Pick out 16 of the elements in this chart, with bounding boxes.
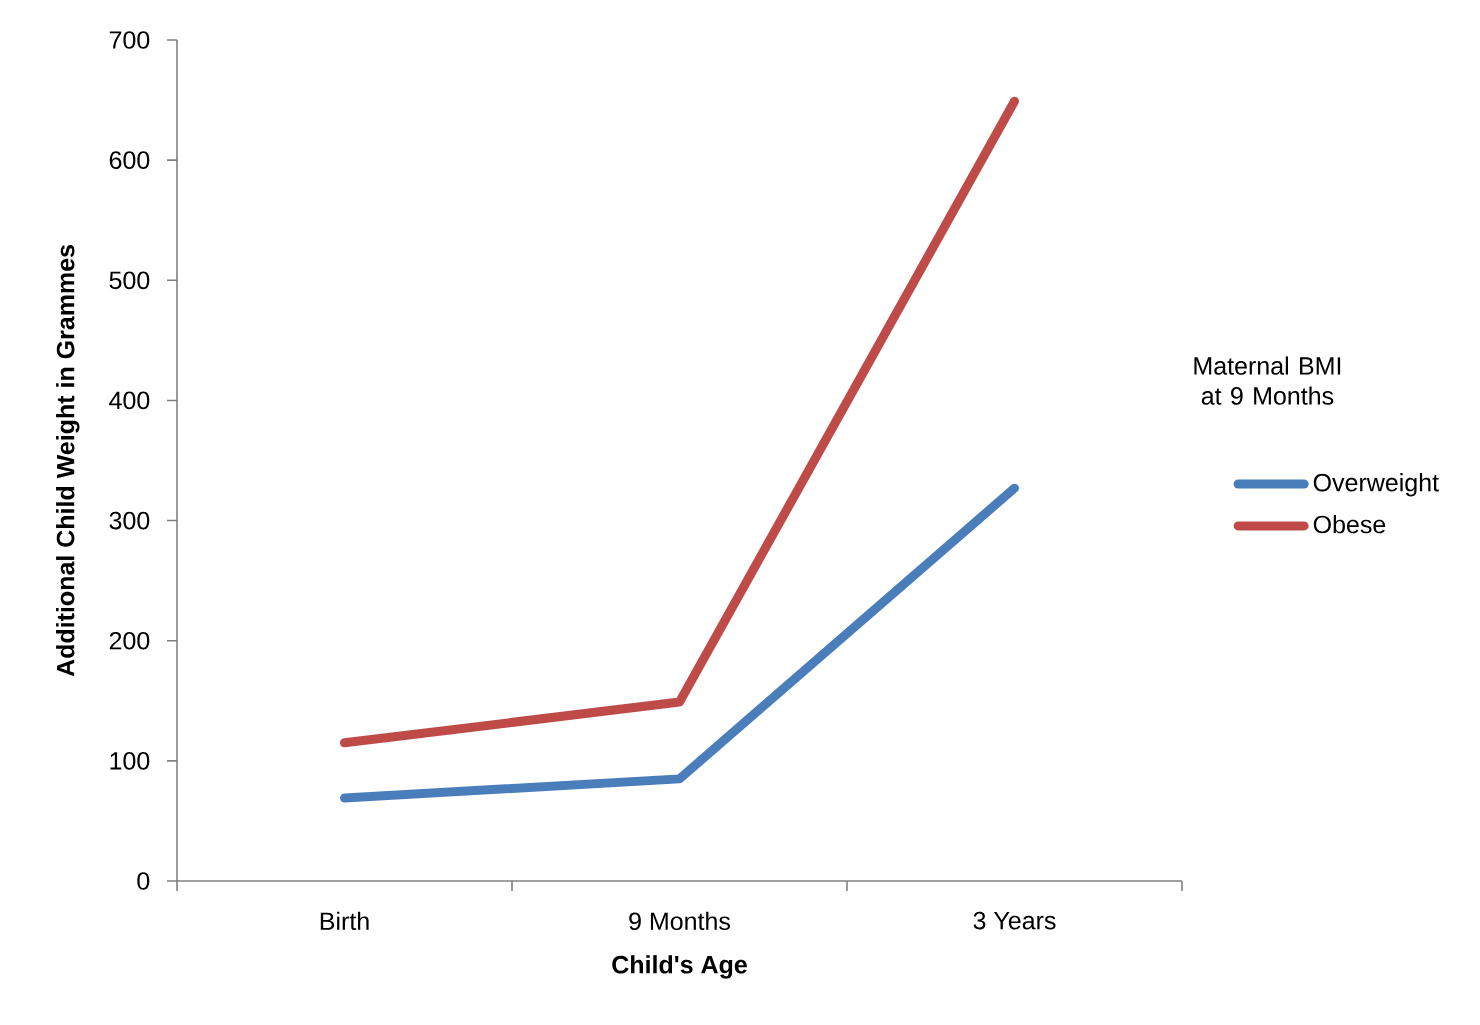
x-tick-label: Birth [320, 911, 369, 931]
x-tick-label: 3 Years [973, 911, 1056, 930]
legend-label: Overweight [1313, 473, 1439, 497]
legend-label: Obese [1313, 514, 1386, 534]
y-tick-label: 100 [110, 752, 150, 770]
x-axis-title: Child's Age [612, 955, 747, 979]
y-tick-label: 300 [109, 511, 150, 530]
x-tick-label: 9 Months [629, 911, 730, 931]
y-tick-label: 0 [137, 872, 150, 890]
y-tick-label: 200 [109, 631, 150, 650]
y-tick-label: 500 [109, 271, 150, 290]
legend-title: Maternal BMI at 9 Months [1194, 356, 1341, 405]
y-tick-label: 400 [109, 391, 150, 410]
y-tick-label: 600 [109, 151, 150, 170]
y-axis-title: Additional Child Weight in Grammes [56, 245, 80, 677]
y-tick-label: 700 [109, 31, 150, 49]
